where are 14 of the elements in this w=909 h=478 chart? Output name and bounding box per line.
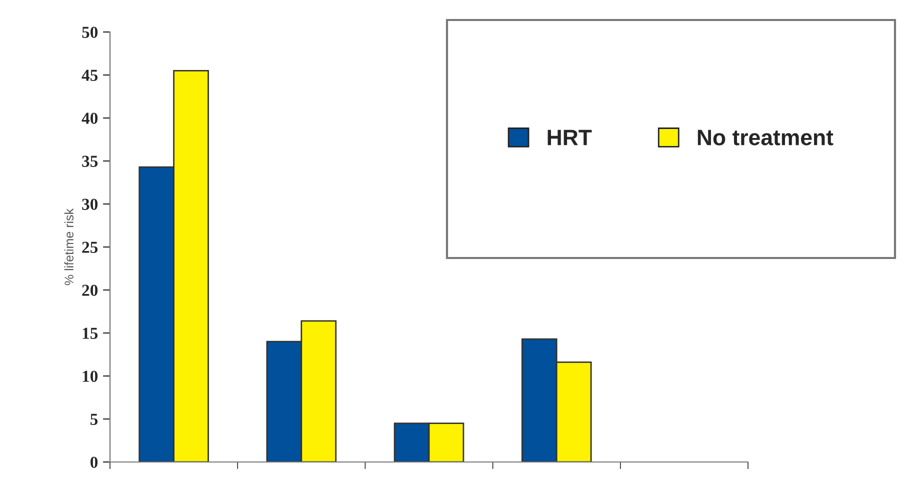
y-tick-label: 15 xyxy=(82,328,98,339)
legend-label: No treatment xyxy=(698,130,834,146)
y-tick-label: 5 xyxy=(90,414,98,425)
legend-label: HRT xyxy=(548,130,592,146)
y-axis-title: % lifetime risk xyxy=(64,208,74,286)
y-tick-label: 10 xyxy=(82,370,98,382)
y-tick-label: 35 xyxy=(82,156,98,167)
y-tick-label: 30 xyxy=(82,198,98,210)
y-tick-label: 45 xyxy=(82,70,98,81)
y-tick-label: 50 xyxy=(82,26,98,38)
y-tick-label: 40 xyxy=(82,112,98,124)
y-tick-label: 25 xyxy=(82,242,98,253)
y-tick-label: 20 xyxy=(82,284,98,296)
y-tick-label: 0 xyxy=(90,456,98,468)
